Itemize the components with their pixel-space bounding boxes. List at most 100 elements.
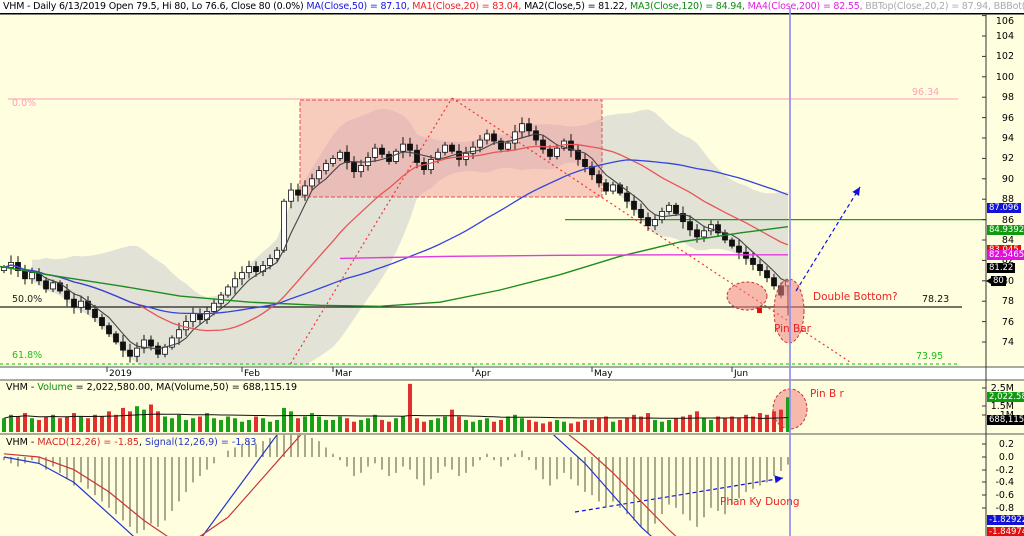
volume-ma-line bbox=[3, 413, 789, 419]
volume-bar bbox=[9, 414, 13, 432]
candle-body bbox=[638, 208, 644, 218]
volume-bar bbox=[247, 419, 251, 432]
candle-body bbox=[288, 189, 294, 202]
candle-body bbox=[505, 142, 511, 150]
volume-bar bbox=[751, 416, 755, 432]
candle-body bbox=[540, 139, 546, 150]
highlight-ellipse-1[interactable] bbox=[773, 278, 805, 344]
volume-bar bbox=[65, 416, 69, 432]
candle-body bbox=[155, 345, 161, 355]
candle-body bbox=[575, 149, 581, 160]
volume-bar bbox=[345, 418, 349, 432]
volume-bar bbox=[639, 416, 643, 432]
volume-bar bbox=[254, 416, 258, 432]
volume-bar bbox=[317, 416, 321, 432]
volume-bar bbox=[170, 418, 174, 432]
volume-bar bbox=[688, 414, 692, 432]
volume-bar bbox=[58, 418, 62, 432]
ma5-line bbox=[3, 133, 789, 350]
candle-body bbox=[393, 150, 399, 162]
volume-bar bbox=[177, 414, 181, 432]
title-segment: BBBot(Close,20,2) = 78.15 bbox=[993, 1, 1024, 12]
candle-body bbox=[169, 337, 175, 348]
candle-body bbox=[253, 266, 259, 273]
candle-body bbox=[295, 189, 301, 196]
volume-bar bbox=[275, 419, 279, 432]
candle-body bbox=[162, 346, 168, 355]
volume-bar bbox=[338, 416, 342, 432]
candle-body bbox=[225, 286, 231, 296]
candle-body bbox=[624, 192, 630, 202]
volume-bar bbox=[401, 416, 405, 432]
candle-body bbox=[659, 211, 665, 221]
title-segment: MA2(Close,5) = 81.22, bbox=[524, 1, 630, 12]
volume-bar bbox=[618, 419, 622, 432]
volume-bar bbox=[352, 421, 356, 432]
title-segment: MA(Close,50) = 87.10, bbox=[306, 1, 413, 12]
candle-body bbox=[400, 143, 406, 152]
candle-body bbox=[92, 308, 98, 318]
candle-body bbox=[337, 151, 343, 159]
candle-body bbox=[435, 151, 441, 160]
candle-body bbox=[309, 178, 315, 187]
volume-bar bbox=[331, 419, 335, 432]
projection-arrow[interactable] bbox=[795, 186, 861, 292]
candle-body bbox=[687, 221, 693, 231]
price-pane[interactable] bbox=[0, 97, 986, 377]
macd-pane[interactable] bbox=[3, 381, 789, 536]
candle-body bbox=[78, 300, 84, 308]
candle-body bbox=[239, 272, 245, 280]
volume-bar bbox=[296, 418, 300, 432]
volume-bar bbox=[604, 416, 608, 432]
divergence-arrow[interactable] bbox=[574, 477, 784, 513]
title-segment: MA4(Close,200) = 82.55, bbox=[747, 1, 866, 12]
candle-body bbox=[582, 159, 588, 167]
candle-body bbox=[190, 313, 196, 323]
candle-body bbox=[645, 217, 651, 227]
volume-bar bbox=[219, 419, 223, 432]
volume-bar bbox=[779, 409, 783, 432]
marker-square[interactable] bbox=[757, 308, 762, 313]
candle-body bbox=[610, 184, 616, 192]
volume-bar bbox=[324, 419, 328, 432]
candle-body bbox=[477, 139, 483, 148]
volume-pane[interactable] bbox=[2, 383, 808, 432]
candle-body bbox=[484, 133, 490, 141]
volume-bar bbox=[681, 416, 685, 432]
volume-bar bbox=[310, 413, 314, 432]
volume-bar bbox=[268, 421, 272, 432]
volume-bar bbox=[149, 404, 153, 432]
volume-bar bbox=[408, 383, 412, 432]
candle-body bbox=[148, 339, 154, 347]
volume-bar bbox=[569, 423, 573, 432]
volume-bar bbox=[513, 414, 517, 432]
volume-bar bbox=[114, 414, 118, 432]
volume-bar bbox=[478, 419, 482, 432]
highlight-ellipse-0[interactable] bbox=[726, 281, 768, 311]
candle-body bbox=[64, 290, 70, 300]
volume-bar bbox=[422, 421, 426, 432]
volume-bar bbox=[107, 411, 111, 432]
title-segment: MA1(Close,20) = 83.04, bbox=[412, 1, 525, 12]
volume-bar bbox=[282, 407, 286, 432]
candle-body bbox=[330, 157, 336, 164]
volume-bar bbox=[303, 416, 307, 432]
candle-body bbox=[281, 200, 287, 251]
volume-bar bbox=[520, 418, 524, 432]
candle-body bbox=[113, 333, 119, 343]
ma50-line bbox=[3, 159, 789, 315]
volume-bar bbox=[653, 419, 657, 432]
volume-bar bbox=[576, 421, 580, 432]
volume-bar bbox=[184, 419, 188, 432]
volume-bar bbox=[436, 418, 440, 432]
volume-bar bbox=[261, 418, 265, 432]
candle-body bbox=[491, 133, 497, 142]
volume-bar bbox=[625, 418, 629, 432]
volume-bar bbox=[646, 413, 650, 432]
ma200-line bbox=[339, 254, 788, 260]
volume-bar bbox=[23, 413, 27, 432]
volume-bar bbox=[359, 419, 363, 432]
candle-body bbox=[302, 185, 308, 196]
